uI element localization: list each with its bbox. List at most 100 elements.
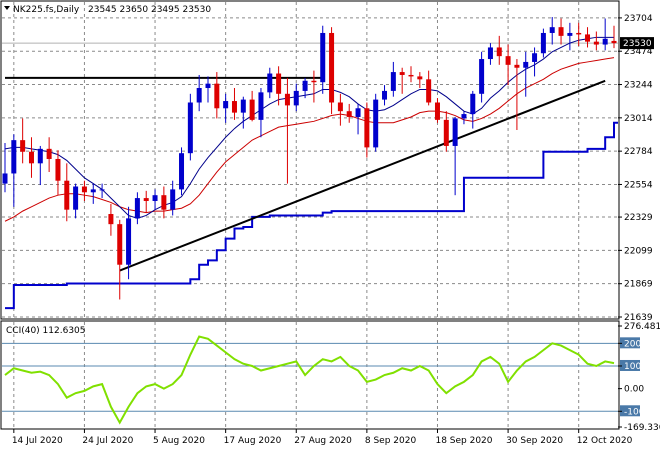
time-axis: 14 Jul 2020 24 Jul 2020 5 Aug 2020 17 Aug 2… xyxy=(12,429,633,446)
cci-level-tag-2 xyxy=(620,359,640,371)
candle-body-58 xyxy=(514,64,520,68)
candle-body-3 xyxy=(28,151,34,164)
cci-tick-label-0: 276.4817 xyxy=(624,322,660,332)
candle-body-28 xyxy=(249,99,255,120)
candle-body-0 xyxy=(2,173,8,184)
cci-tick-label-1: 200 xyxy=(624,339,641,349)
candle-body-36 xyxy=(320,32,326,83)
cci-levels xyxy=(2,342,618,412)
time-label-3: 17 Aug 2020 xyxy=(224,436,282,446)
trendline-rising xyxy=(119,79,606,272)
cci-axis: 276.4817 200 100 0.00 -100 -169.336 xyxy=(618,322,660,433)
cci-label: CCI(40) 112.6305 xyxy=(6,326,86,336)
candle-body-41 xyxy=(364,108,370,148)
candles xyxy=(2,17,617,300)
chart-symbol: NK225.fs,Daily xyxy=(13,5,80,15)
candle-body-13 xyxy=(117,224,123,265)
candle-body-45 xyxy=(399,72,405,75)
candle-body-9 xyxy=(81,186,87,193)
candle-body-2 xyxy=(20,140,26,152)
candle-body-59 xyxy=(523,61,529,68)
candle-body-35 xyxy=(311,80,317,83)
step-line xyxy=(5,121,618,310)
price-tick-label-8: 21869 xyxy=(624,280,653,290)
cci-tick-label-4: -100 xyxy=(624,407,645,417)
price-panel-frame xyxy=(0,0,620,320)
candle-body-68 xyxy=(602,38,608,45)
candle-body-15 xyxy=(134,198,140,219)
candle-body-18 xyxy=(161,195,167,210)
candle-body-27 xyxy=(240,99,246,113)
candle-body-64 xyxy=(567,32,573,36)
candle-body-33 xyxy=(293,90,299,106)
price-tick-label-2: 23244 xyxy=(624,81,653,91)
time-label-1: 24 Jul 2020 xyxy=(82,436,133,446)
cci-tick-label-5: -169.336 xyxy=(624,423,660,433)
cci-line xyxy=(4,335,615,425)
candle-body-44 xyxy=(390,72,396,91)
price-tick-label-5: 22554 xyxy=(624,180,653,190)
time-label-4: 27 Aug 2020 xyxy=(294,436,352,446)
time-label-2: 5 Aug 2020 xyxy=(153,436,205,446)
candle-body-60 xyxy=(532,53,538,62)
candle-body-20 xyxy=(179,153,185,190)
price-tick-label-7: 22099 xyxy=(624,246,653,256)
cci-polyline xyxy=(4,335,615,425)
price-tick-label-6: 22329 xyxy=(624,213,653,223)
price-tick-label-0: 23704 xyxy=(624,14,653,24)
price-tick-label-3: 23014 xyxy=(624,114,653,124)
trendlines xyxy=(5,76,606,272)
candle-body-43 xyxy=(382,90,388,100)
candle-body-24 xyxy=(214,83,220,109)
current-price-label: 23530 xyxy=(623,39,652,49)
time-label-7: 30 Sep 2020 xyxy=(506,436,563,446)
time-label-6: 18 Sep 2020 xyxy=(435,436,492,446)
candle-body-37 xyxy=(329,32,335,103)
cci-level-tag-4 xyxy=(620,405,640,417)
candle-body-62 xyxy=(549,27,555,33)
support-step-line xyxy=(5,121,618,310)
ma-slow-line xyxy=(4,57,615,222)
candle-body-8 xyxy=(73,186,79,210)
dropdown-triangle-icon[interactable] xyxy=(4,6,10,10)
time-label-8: 12 Oct 2020 xyxy=(577,436,633,446)
candle-body-49 xyxy=(434,102,440,120)
candle-body-54 xyxy=(479,59,485,94)
candle-body-12 xyxy=(108,214,114,225)
candle-body-17 xyxy=(152,195,158,201)
price-tick-label-9: 21639 xyxy=(624,313,653,323)
cci-level-tag-1 xyxy=(620,337,640,349)
ohlc-values: 23545 23650 23495 23530 xyxy=(88,5,211,15)
candle-body-10 xyxy=(90,189,96,193)
candle-body-56 xyxy=(496,47,502,57)
time-label-5: 8 Sep 2020 xyxy=(365,436,417,446)
candle-body-39 xyxy=(346,111,352,117)
candle-body-21 xyxy=(187,102,193,154)
candle-body-11 xyxy=(99,189,105,191)
cci-tick-label-3: 0.00 xyxy=(624,385,644,395)
candle-body-46 xyxy=(408,74,414,77)
candle-body-63 xyxy=(558,27,564,36)
candle-body-38 xyxy=(337,102,343,112)
time-label-0: 14 Jul 2020 xyxy=(12,436,63,446)
cci-panel-frame xyxy=(0,320,620,430)
moving-averages xyxy=(4,36,615,222)
candle-body-25 xyxy=(223,101,229,109)
candle-body-55 xyxy=(487,47,493,60)
candle-body-40 xyxy=(355,108,361,117)
candle-body-52 xyxy=(461,114,467,119)
candle-body-14 xyxy=(126,218,132,265)
price-axis: 23704 23474 23244 23014 22784 22554 22329 22099… xyxy=(618,14,653,323)
candle-body-16 xyxy=(143,198,149,201)
candle-body-34 xyxy=(302,80,308,91)
candle-body-51 xyxy=(452,118,458,146)
candle-body-30 xyxy=(267,73,273,93)
ma-fast-line xyxy=(4,36,614,219)
candle-body-32 xyxy=(284,93,290,106)
candle-body-7 xyxy=(64,180,70,210)
current-price-tag xyxy=(620,37,654,50)
candle-body-67 xyxy=(593,41,599,45)
candle-body-23 xyxy=(205,83,211,89)
cci-tick-label-2: 100 xyxy=(624,362,641,372)
